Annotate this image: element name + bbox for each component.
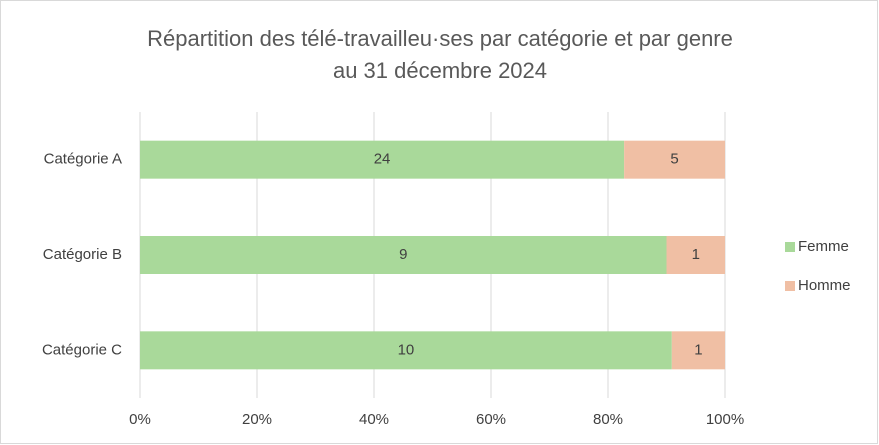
data-label: 1 bbox=[694, 341, 702, 358]
chart-title: au 31 décembre 2024 bbox=[333, 58, 547, 83]
bar-segment bbox=[140, 236, 667, 274]
bar-segment bbox=[140, 140, 625, 179]
bar-segment bbox=[624, 140, 725, 179]
data-label: 5 bbox=[670, 151, 678, 168]
bar-segment bbox=[671, 331, 725, 370]
x-tick-label: 60% bbox=[476, 411, 506, 428]
x-tick-label: 0% bbox=[129, 411, 151, 428]
data-label: 9 bbox=[399, 246, 407, 263]
x-tick-label: 40% bbox=[359, 411, 389, 428]
legend-swatch bbox=[785, 242, 795, 252]
legend-label: Femme bbox=[798, 238, 849, 255]
x-tick-label: 100% bbox=[706, 411, 744, 428]
data-label: 24 bbox=[374, 151, 391, 168]
bar-segment bbox=[140, 331, 672, 370]
data-label: 10 bbox=[398, 341, 415, 358]
legend-label: Homme bbox=[798, 277, 851, 294]
x-tick-label: 20% bbox=[242, 411, 272, 428]
y-tick-label: Catégorie C bbox=[42, 341, 122, 358]
legend-swatch bbox=[785, 281, 795, 291]
x-tick-label: 80% bbox=[593, 411, 623, 428]
chart-title: Répartition des télé-travailleu·ses par … bbox=[147, 26, 733, 51]
y-tick-label: Catégorie A bbox=[44, 151, 122, 168]
data-label: 1 bbox=[692, 246, 700, 263]
bar-segment bbox=[666, 236, 725, 274]
y-tick-label: Catégorie B bbox=[43, 246, 122, 263]
